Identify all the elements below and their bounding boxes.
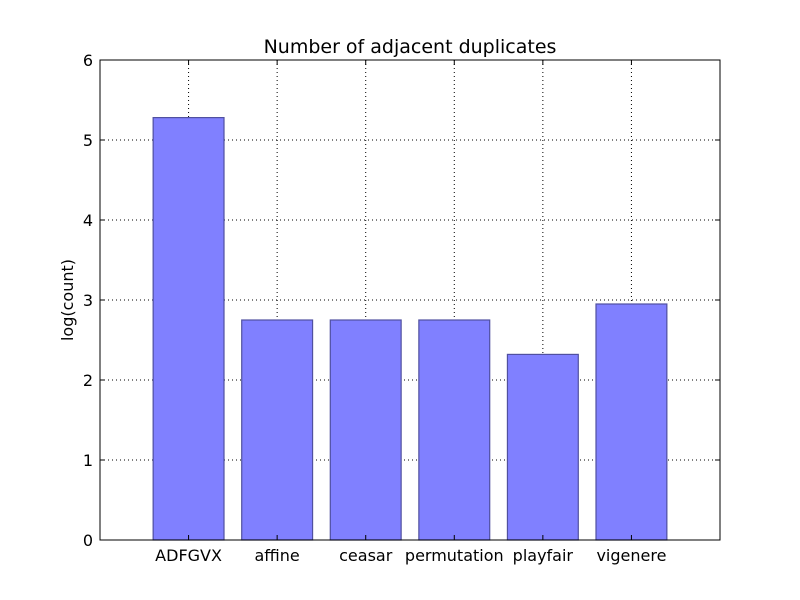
y-tick-label: 4 xyxy=(83,211,93,230)
x-tick-label: permutation xyxy=(405,546,504,565)
y-tick-label: 2 xyxy=(83,371,93,390)
bar-ADFGVX xyxy=(152,116,225,541)
x-tick-label: playfair xyxy=(513,546,574,565)
bar-playfair xyxy=(506,353,579,541)
x-tick-label: vigenere xyxy=(596,546,666,565)
x-tick-label: ADFGVX xyxy=(155,546,222,565)
x-tick-label: ceasar xyxy=(339,546,393,565)
bar-vigenere xyxy=(595,303,668,541)
bars xyxy=(152,116,668,541)
y-tick-label: 3 xyxy=(83,291,93,310)
y-tick-label: 6 xyxy=(83,51,93,70)
bar-ceasar xyxy=(329,319,402,541)
y-tick-label: 5 xyxy=(83,131,93,150)
x-tick-label: affine xyxy=(255,546,300,565)
bar-affine xyxy=(241,319,314,541)
chart-title: Number of adjacent duplicates xyxy=(264,36,557,58)
y-tick-label: 1 xyxy=(83,451,93,470)
ticks: 0 1 2 3 4 5 6 ADFGVX affine ceasar permutation play… xyxy=(83,51,720,565)
bar-permutation xyxy=(418,319,491,541)
y-tick-label: 0 xyxy=(83,531,93,550)
y-axis-label: log(count) xyxy=(58,259,77,341)
